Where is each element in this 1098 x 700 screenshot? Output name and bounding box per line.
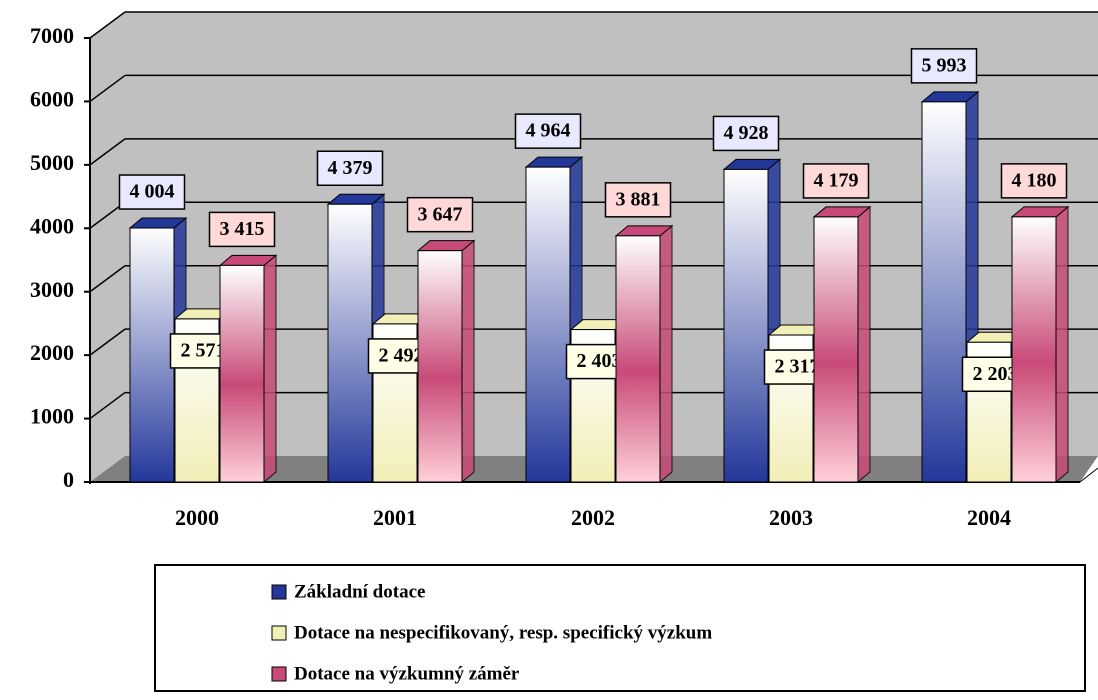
- bar: [723, 168, 769, 483]
- bar: [921, 101, 967, 483]
- bar-side: [263, 254, 277, 484]
- y-tick-label: 5000: [30, 150, 74, 175]
- value-label: 4 928: [724, 122, 769, 144]
- y-tick-label: 6000: [30, 86, 74, 111]
- bar: [129, 227, 175, 483]
- bar: [417, 250, 463, 483]
- y-tick-label: 4000: [30, 213, 74, 238]
- grid-line: [89, 74, 126, 103]
- bar: [813, 216, 859, 483]
- value-label: 3 415: [220, 218, 265, 240]
- bar-side: [1055, 205, 1069, 484]
- value-label: 2 317: [775, 356, 820, 378]
- value-label: 4 379: [328, 157, 373, 179]
- value-label: 2 203: [973, 363, 1018, 385]
- value-label: 3 881: [616, 188, 661, 210]
- bar: [327, 203, 373, 483]
- x-tick-label: 2000: [175, 505, 219, 530]
- value-label-box: [406, 196, 474, 233]
- x-tick-label: 2004: [967, 505, 1011, 530]
- legend-label: Dotace na výzkumný záměr: [294, 663, 520, 684]
- bar-side: [659, 224, 673, 484]
- grid-line: [89, 265, 126, 293]
- legend-swatch: [271, 584, 287, 600]
- floor-edge: [1079, 467, 1098, 483]
- value-label-box: [802, 163, 870, 199]
- x-tick-label: 2001: [373, 505, 417, 530]
- y-tick-label: 2000: [30, 340, 74, 365]
- value-label: 2 492: [379, 345, 424, 367]
- y-tick-label: 7000: [30, 23, 74, 48]
- value-label-box: [316, 150, 384, 186]
- value-label: 4 004: [130, 181, 175, 203]
- grid-line: [89, 391, 126, 420]
- value-label-box: [208, 211, 276, 248]
- value-label-box: [604, 182, 672, 218]
- bar: [219, 264, 265, 483]
- value-label-box: [910, 48, 978, 84]
- value-label: 2 571: [181, 340, 226, 362]
- value-label: 4 179: [814, 170, 859, 192]
- grid-line: [89, 328, 126, 356]
- value-label-box: [712, 115, 780, 152]
- legend-swatch: [271, 666, 287, 682]
- x-tick-label: 2002: [571, 505, 615, 530]
- legend-label: Základní dotace: [294, 581, 425, 602]
- value-label-box: [118, 174, 186, 210]
- y-tick-label: 3000: [30, 277, 74, 302]
- y-tick-label: 0: [63, 467, 74, 492]
- bar: [525, 166, 571, 483]
- value-label: 5 993: [922, 54, 967, 76]
- value-label-box: [1000, 163, 1068, 199]
- bar-side: [857, 205, 871, 484]
- value-label: 2 403: [577, 350, 622, 372]
- y-tick-label: 1000: [30, 404, 74, 429]
- legend: [154, 564, 1086, 692]
- bar: [615, 235, 661, 483]
- grid-line: [89, 138, 126, 166]
- bar: [1011, 216, 1057, 483]
- value-label: 4 180: [1012, 169, 1057, 191]
- value-label: 4 964: [526, 120, 571, 142]
- legend-label: Dotace na nespecifikovaný, resp. specifi…: [294, 622, 712, 643]
- bar-side: [461, 239, 475, 484]
- value-label-box: [514, 113, 582, 149]
- legend-swatch: [271, 625, 287, 641]
- grid-line: [89, 11, 126, 39]
- value-label: 3 647: [418, 203, 463, 225]
- x-tick-label: 2003: [769, 505, 813, 530]
